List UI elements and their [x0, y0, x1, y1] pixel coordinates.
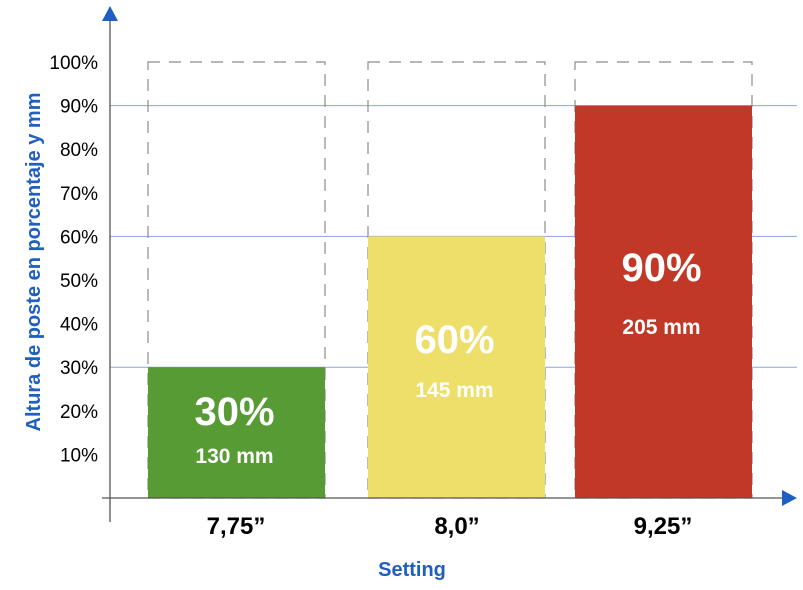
y-tick-label: 10% [60, 445, 98, 466]
y-axis-title: Altura de poste en porcentaje y mm [23, 93, 45, 432]
bar [575, 105, 752, 498]
bar [148, 367, 325, 498]
x-category-label: 9,25” [634, 513, 693, 540]
bar-percent-label: 30% [194, 390, 274, 434]
y-tick-label: 100% [49, 53, 98, 74]
y-tick-label: 70% [60, 184, 98, 205]
x-category-label: 7,75” [207, 513, 266, 540]
axes [102, 6, 797, 522]
bar-percent-label: 60% [414, 318, 494, 362]
y-tick-label: 40% [60, 315, 98, 336]
bar-mm-label: 205 mm [622, 316, 700, 339]
y-tick-label: 80% [60, 140, 98, 161]
bar-percent-label: 90% [621, 246, 701, 290]
bars [148, 105, 752, 498]
bar [368, 236, 545, 498]
bar-data-labels: 30% 130 mm 60% 145 mm 90% 205 mm [194, 246, 701, 468]
y-tick-label: 60% [60, 227, 98, 248]
x-axis-arrow [782, 490, 797, 506]
x-category-labels: 7,75” 8,0” 9,25” [207, 513, 693, 540]
y-tick-labels: 10% 20% 30% 40% 50% 60% 70% 80% 90% 100% [49, 53, 98, 466]
y-tick-label: 50% [60, 271, 98, 292]
x-category-label: 8,0” [434, 513, 479, 540]
y-axis-arrow [102, 6, 118, 21]
bar-mm-label: 130 mm [195, 445, 273, 468]
x-axis-title: Setting [378, 559, 446, 581]
y-tick-label: 30% [60, 358, 98, 379]
y-tick-label: 90% [60, 97, 98, 118]
bar-mm-label: 145 mm [415, 379, 493, 402]
y-tick-label: 20% [60, 402, 98, 423]
